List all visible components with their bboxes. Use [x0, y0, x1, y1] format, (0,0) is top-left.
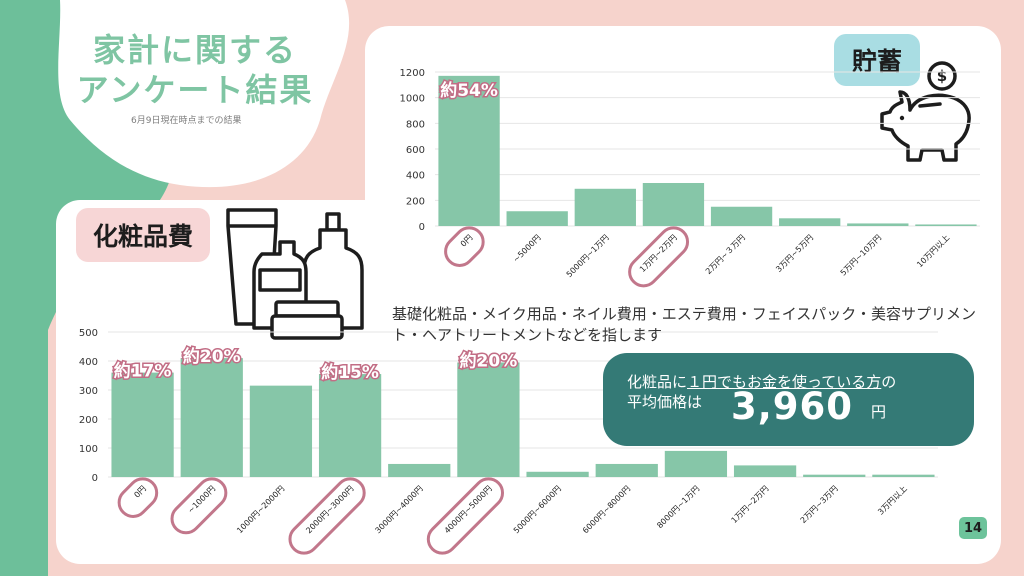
x-tick-label: 8000円~1万円	[655, 484, 701, 530]
y-tick-label: 0	[419, 222, 425, 233]
bar	[779, 218, 841, 226]
highlight-circle	[426, 477, 505, 555]
bar	[526, 471, 589, 477]
bar	[664, 450, 728, 477]
y-tick-label: 600	[406, 145, 425, 156]
y-tick-label: 1000	[400, 94, 425, 105]
savings-tag: 貯蓄	[834, 34, 920, 86]
x-tick-label: 5万円~10万円	[839, 233, 884, 278]
page-title: 家計に関する アンケート結果	[70, 30, 320, 110]
y-tick-label: 400	[406, 171, 425, 182]
x-tick-label: 5000円~1万円	[565, 233, 611, 279]
bar	[388, 463, 451, 477]
average-suffix: の	[881, 373, 897, 391]
subtitle: 6月9日現在時点までの結果	[131, 116, 242, 126]
x-tick-label: 0円	[459, 233, 475, 249]
bar	[111, 372, 174, 477]
page-number: 14	[959, 517, 987, 539]
bar	[180, 358, 243, 477]
average-line-1: 化粧品に１円でもお金を使っている方の	[627, 371, 896, 392]
y-tick-label: 0	[92, 473, 98, 484]
bar	[506, 211, 568, 226]
average-value: 3,960	[731, 385, 854, 428]
bar	[438, 75, 500, 226]
average-underlined-text: １円でもお金を使っている方	[687, 373, 882, 391]
percentage-label: 約54%	[440, 80, 498, 101]
bar	[574, 188, 636, 226]
highlight-circle	[444, 226, 485, 267]
y-tick-label: 200	[79, 415, 98, 426]
x-tick-label: 10万円以上	[915, 233, 951, 269]
x-tick-label: 1000円~2000円	[235, 484, 286, 535]
y-tick-label: 800	[406, 119, 425, 130]
average-prefix: 化粧品に	[627, 373, 688, 391]
highlight-circle	[117, 477, 159, 518]
bar	[595, 463, 658, 477]
y-tick-label: 200	[406, 196, 425, 207]
highlight-circle	[170, 477, 228, 535]
highlight-circle	[288, 477, 366, 555]
x-tick-label: 5000円~6000円	[512, 484, 563, 535]
y-tick-label: 500	[79, 328, 98, 339]
average-unit: 円	[871, 403, 887, 421]
title-line-1: 家計に関する	[92, 31, 297, 69]
highlight-circle	[628, 226, 690, 288]
y-tick-label: 100	[79, 444, 98, 455]
svg-text:$: $	[937, 67, 947, 85]
x-tick-label: 2万円~3万円	[799, 484, 840, 525]
bar	[733, 465, 797, 477]
y-tick-label: 1200	[400, 68, 425, 79]
bar	[847, 223, 909, 226]
x-tick-label: 3000円~4000円	[373, 484, 424, 535]
x-tick-label: 3万円以上	[876, 484, 909, 517]
title-line-2: アンケート結果	[76, 71, 314, 109]
x-tick-label: ~5000円	[511, 233, 542, 264]
cosmetics-tag: 化粧品費	[76, 208, 210, 262]
percentage-label: 約20%	[183, 346, 241, 367]
x-tick-label: 6000円~8000円	[581, 484, 632, 535]
bar	[318, 374, 382, 477]
bar	[915, 224, 977, 226]
bar	[803, 474, 866, 477]
piggy-bank-icon: $	[880, 61, 971, 162]
x-tick-label: 1万円~2万円	[730, 484, 771, 525]
bar	[710, 206, 773, 226]
average-line-2: 平均価格は	[627, 393, 703, 411]
bar	[457, 362, 520, 477]
percentage-label: 約20%	[460, 350, 518, 371]
bar	[642, 183, 705, 226]
x-tick-label: 2万円~３万円	[704, 233, 747, 276]
y-tick-label: 400	[79, 357, 98, 368]
x-tick-label: 0円	[132, 484, 148, 500]
y-tick-label: 300	[79, 386, 98, 397]
x-tick-label: 3万円~5万円	[774, 233, 815, 274]
percentage-label: 約15%	[321, 362, 379, 383]
bar	[249, 385, 313, 477]
cosmetics-description: 基礎化粧品・メイク用品・ネイル費用・エステ費用・フェイスパック・美容サプリメント…	[392, 305, 976, 344]
average-price-box: 化粧品に１円でもお金を使っている方の 平均価格は 3,960 円	[603, 353, 974, 446]
bar	[872, 474, 935, 477]
percentage-label: 約17%	[114, 361, 172, 382]
